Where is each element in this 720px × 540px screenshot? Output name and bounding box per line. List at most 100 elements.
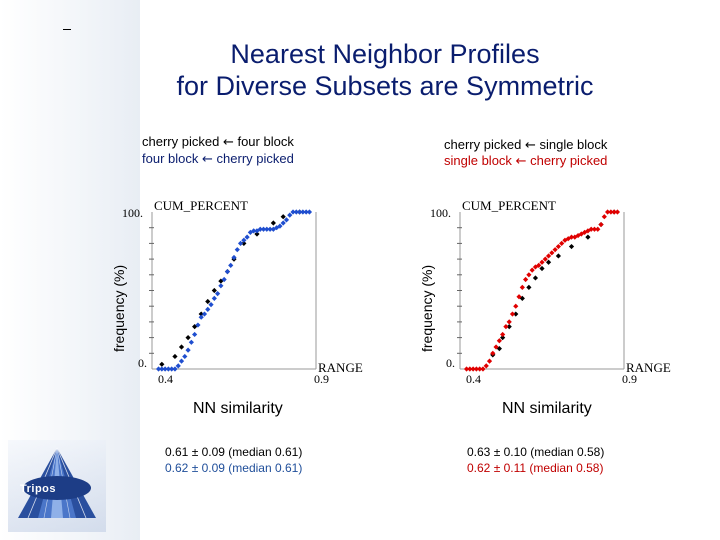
data-point [552,247,558,253]
data-point [228,262,234,268]
y-tick-label-min: 0. [138,356,147,370]
right-arrow-icon-2: ← [515,154,527,169]
left-caption-line1: cherry picked ← four block [142,134,294,150]
data-point [303,209,309,215]
data-point [178,358,185,364]
data-point [257,226,263,232]
data-point [568,243,575,250]
data-point [539,259,545,265]
data-point [224,269,231,275]
data-point [555,253,561,259]
series-1 [463,209,621,372]
left-caption-line2: four block ← cherry picked [142,151,294,167]
data-point [231,254,237,261]
data-point [172,353,178,360]
data-point [306,209,313,215]
data-point [244,234,250,240]
right-ylabel: frequency (%) [419,264,435,352]
chart-title: CUM_PERCENT [462,198,556,213]
x-tick-label-max: 0.9 [314,372,329,386]
data-point [513,303,519,309]
data-point [470,366,476,372]
right-caption-line2: single block ← cherry picked [444,153,608,169]
data-point [205,306,211,312]
data-point [614,209,621,215]
data-point [601,214,607,220]
data-point [162,366,168,372]
data-point [486,358,493,364]
data-point [483,363,489,369]
chart-left: 100. 0. 0.4 0.9 CUM_PERCENT RANGE [100,195,410,395]
data-point [500,331,506,338]
chart-xaxis-title: RANGE [318,360,363,375]
data-point [182,353,188,360]
series-1 [155,209,313,372]
logo-text: Tripos [20,483,57,495]
data-point [611,209,617,215]
data-point [211,287,217,294]
data-point [496,338,502,344]
right-arrow-icon: ← [524,138,536,153]
data-point [549,250,555,256]
data-point [218,283,224,289]
data-point [588,226,594,232]
data-point [234,247,240,253]
data-point [159,366,165,372]
data-point [526,284,532,290]
data-point [555,243,561,250]
data-point [251,228,257,234]
data-point [300,209,306,215]
data-point [215,291,221,297]
data-point [585,234,591,240]
right-stat-line1: 0.63 ± 0.10 (median 0.58) [467,445,605,459]
data-point [165,366,171,372]
data-point [503,324,509,330]
data-point [542,256,548,262]
x-tick-label-min: 0.4 [158,372,173,386]
data-point [539,265,545,272]
data-point [283,217,290,223]
data-point [532,275,539,281]
data-point [536,262,542,268]
left-ylabel: frequency (%) [111,264,127,352]
data-point [287,212,293,218]
left-stat-line1: 0.61 ± 0.09 (median 0.61) [165,445,303,459]
x-tick-label-max: 0.9 [622,372,637,386]
corner-dash [63,29,71,30]
data-point [559,240,565,246]
data-point [175,363,181,369]
y-tick-label-min: 0. [446,356,455,370]
series-0 [159,209,303,367]
data-point [477,366,483,372]
data-point [578,231,584,237]
right-caption-line1: cherry picked ← single block [444,137,608,153]
data-point [297,209,303,215]
data-point [605,209,611,215]
data-point [545,259,552,265]
data-point [208,302,214,308]
data-point [241,240,247,246]
data-point [529,267,535,273]
data-point [526,272,532,278]
data-point [608,209,614,215]
data-point [237,240,244,246]
data-point [463,366,470,372]
slide-title-line1: Nearest Neighbor Profiles [230,39,540,69]
data-point [509,311,516,317]
data-point [188,339,194,345]
data-point [211,295,217,301]
chart-right-svg: 100. 0. 0.4 0.9 CUM_PERCENT RANGE [430,198,671,386]
chart-left-svg: 100. 0. 0.4 0.9 CUM_PERCENT RANGE [122,198,363,386]
data-point [221,276,227,283]
data-point [247,229,253,236]
data-point [519,284,525,290]
data-point [523,276,529,283]
data-point [595,226,601,232]
data-point [270,226,276,232]
tripos-logo-icon [8,440,106,532]
data-point [480,366,486,372]
y-tick-label-max: 100. [430,206,451,220]
data-point [280,220,286,226]
data-point [201,311,208,317]
data-point [598,221,604,228]
